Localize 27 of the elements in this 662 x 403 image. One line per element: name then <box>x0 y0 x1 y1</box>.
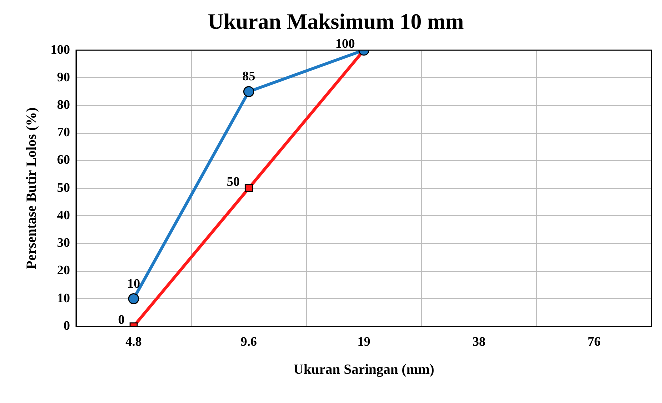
x-tick-label: 19 <box>358 334 372 349</box>
y-tick-label: 0 <box>64 318 70 333</box>
y-tick-label: 70 <box>57 124 70 140</box>
y-tick-label: 60 <box>57 152 70 168</box>
data-label: 50 <box>227 174 240 189</box>
y-tick-label: 80 <box>57 97 70 112</box>
y-tick-label: 50 <box>57 180 70 195</box>
x-tick-label: 76 <box>588 334 602 349</box>
x-axis-title: Ukuran Saringan (mm) <box>294 363 435 378</box>
y-tick-label: 30 <box>57 235 70 250</box>
point <box>244 86 255 98</box>
data-label: 10 <box>127 276 140 291</box>
data-label: 100 <box>336 36 356 51</box>
x-tick-label: 9.6 <box>240 334 258 349</box>
y-tick-label: 20 <box>57 262 70 278</box>
y-tick-label: 100 <box>50 42 70 57</box>
chart-title: Ukuran Maksimum 10 mm <box>208 8 464 34</box>
point <box>244 184 254 193</box>
data-label: 85 <box>242 68 256 84</box>
data-label: 0 <box>118 312 125 327</box>
y-tick-label: 40 <box>57 207 70 222</box>
y-axis-title: Persentase Butir Lolos (%) <box>25 107 40 270</box>
y-tick-label: 10 <box>57 290 70 306</box>
x-tick-label: 4.8 <box>126 334 142 349</box>
y-tick-label: 90 <box>57 69 70 84</box>
point <box>128 293 140 304</box>
x-tick-label: 38 <box>472 334 486 349</box>
